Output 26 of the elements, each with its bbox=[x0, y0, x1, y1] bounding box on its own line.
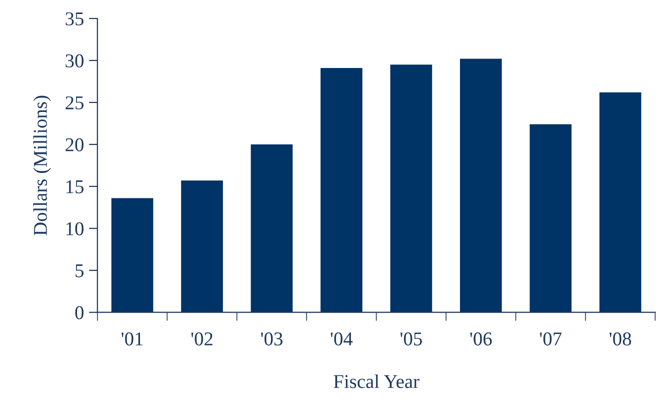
y-axis-title: Dollars (Millions) bbox=[33, 96, 51, 236]
y-tick-label: 0 bbox=[75, 306, 84, 320]
y-tick-label: 35 bbox=[66, 12, 84, 26]
bar bbox=[111, 198, 154, 312]
y-tick-label: 5 bbox=[76, 264, 84, 278]
y-tick-label: 25 bbox=[66, 96, 84, 110]
x-tick-label: '06 bbox=[470, 332, 492, 346]
bar bbox=[181, 180, 223, 312]
x-axis-title: Fiscal Year bbox=[334, 374, 420, 388]
x-tick-label: '07 bbox=[540, 332, 562, 346]
bar bbox=[530, 124, 572, 312]
y-tick-label: 30 bbox=[66, 54, 84, 68]
x-tick-label: '01 bbox=[122, 332, 143, 346]
x-tick-label: '05 bbox=[400, 332, 422, 346]
bar bbox=[250, 144, 293, 312]
bar bbox=[460, 58, 502, 312]
x-tick-label: '04 bbox=[330, 332, 353, 346]
bar bbox=[599, 92, 642, 312]
y-tick-label: 10 bbox=[66, 222, 84, 236]
x-tick-label: '08 bbox=[610, 332, 632, 346]
bar bbox=[320, 68, 362, 312]
bar bbox=[390, 64, 432, 312]
y-tick-label: 20 bbox=[66, 138, 84, 152]
y-tick-label: 15 bbox=[66, 180, 84, 194]
x-tick-label: '03 bbox=[261, 332, 282, 346]
x-tick-label: '02 bbox=[191, 332, 212, 346]
